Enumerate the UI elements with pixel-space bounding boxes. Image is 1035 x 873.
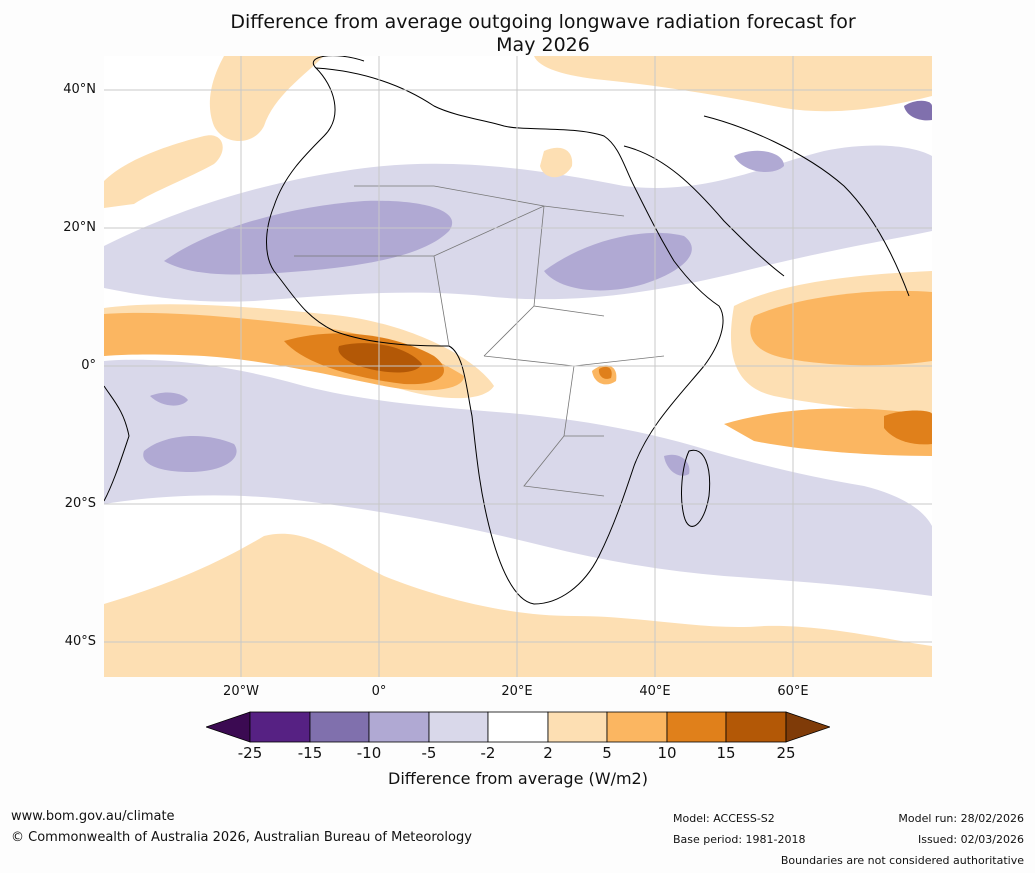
lat-label-40n: 40°N bbox=[63, 82, 96, 97]
issued-date: Issued: 02/03/2026 bbox=[917, 833, 1024, 846]
colorbar-extend-low bbox=[206, 711, 251, 743]
colorbar-tick-label: 10 bbox=[657, 744, 677, 762]
title-line-2: May 2026 bbox=[496, 34, 590, 56]
anomaly-pos-very-strong bbox=[338, 343, 422, 373]
lat-label-40s: 40°S bbox=[64, 634, 96, 649]
colorbar-extend-high bbox=[785, 711, 830, 743]
colorbar-tick-label: -5 bbox=[421, 744, 437, 762]
colorbar-tick-label: -25 bbox=[237, 744, 263, 762]
coastlines bbox=[104, 56, 910, 605]
model-name: Model: ACCESS-S2 bbox=[673, 812, 775, 825]
map-canvas bbox=[104, 56, 932, 677]
colorbar-title: Difference from average (W/m2) bbox=[388, 769, 648, 788]
chart-title: Difference from average outgoing longwav… bbox=[180, 11, 906, 57]
lat-label-20s: 20°S bbox=[64, 496, 96, 511]
lon-label-40e: 40°E bbox=[639, 684, 671, 699]
base-period: Base period: 1981-2018 bbox=[673, 833, 806, 846]
copyright-text: © Commonwealth of Australia 2026, Austra… bbox=[11, 830, 472, 845]
model-run-date: Model run: 28/02/2026 bbox=[898, 812, 1024, 825]
colorbar-tick-label: -10 bbox=[356, 744, 382, 762]
lon-label-20w: 20°W bbox=[223, 684, 259, 699]
colorbar-bin-6 bbox=[547, 711, 608, 743]
colorbar-tick-label: 25 bbox=[776, 744, 796, 762]
lon-label-0: 0° bbox=[371, 684, 387, 699]
colorbar-tick-label: 5 bbox=[602, 744, 612, 762]
colorbar-bin-9 bbox=[725, 711, 787, 743]
lon-label-20e: 20°E bbox=[501, 684, 533, 699]
colorbar-bin-2 bbox=[309, 711, 370, 743]
colorbar-tick-label: -15 bbox=[297, 744, 323, 762]
title-line-1: Difference from average outgoing longwav… bbox=[230, 11, 856, 33]
colorbar-tick-label: -2 bbox=[480, 744, 496, 762]
colorbar-bin-3 bbox=[368, 711, 430, 743]
colorbar-bin-4 bbox=[428, 711, 489, 743]
colorbar-bin-5 bbox=[487, 711, 549, 743]
lat-label-20n: 20°N bbox=[63, 220, 96, 235]
boundary-disclaimer: Boundaries are not considered authoritat… bbox=[780, 854, 1024, 867]
website-link[interactable]: www.bom.gov.au/climate bbox=[11, 809, 175, 824]
colorbar-bin-8 bbox=[666, 711, 727, 743]
colorbar-bin-7 bbox=[606, 711, 668, 743]
colorbar-tick-label: 2 bbox=[543, 744, 553, 762]
colorbar-bin-1 bbox=[249, 711, 311, 743]
anomaly-map bbox=[104, 56, 932, 677]
anomaly-neg-strong bbox=[904, 100, 932, 121]
colorbar bbox=[206, 711, 830, 743]
graticule bbox=[104, 56, 932, 677]
colorbar-tick-label: 15 bbox=[716, 744, 736, 762]
lat-label-0: 0° bbox=[81, 358, 96, 373]
lon-label-60e: 60°E bbox=[777, 684, 809, 699]
